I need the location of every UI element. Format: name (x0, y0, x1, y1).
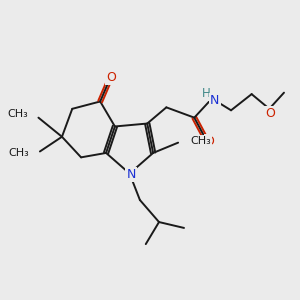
Text: CH₃: CH₃ (8, 109, 28, 119)
Text: CH₃: CH₃ (9, 148, 30, 158)
Text: N: N (126, 168, 136, 181)
Text: N: N (210, 94, 220, 106)
Text: O: O (265, 107, 275, 120)
Text: O: O (106, 71, 116, 85)
Text: O: O (205, 135, 214, 148)
Text: CH₃: CH₃ (190, 136, 211, 146)
Text: H: H (202, 87, 210, 100)
